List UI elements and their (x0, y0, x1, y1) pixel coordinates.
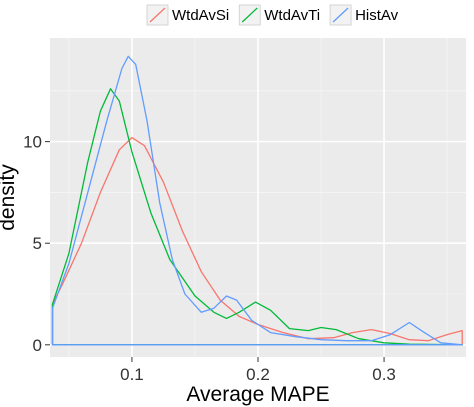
series-HistAv-curve (51, 55, 463, 346)
series-WtdAvTi-curve (51, 88, 463, 346)
legend-item-HistAv: HistAv (329, 4, 399, 26)
x-tick-label: 0.3 (372, 365, 396, 384)
y-tick-label: 0 (33, 336, 42, 355)
y-tick-label: 10 (23, 133, 42, 152)
major-gridlines (50, 38, 466, 357)
x-axis-title: Average MAPE (186, 383, 329, 406)
legend-key-line (332, 7, 349, 23)
legend-label: HistAv (355, 7, 399, 24)
legend: WtdAvSi WtdAvTi HistAv (146, 4, 399, 26)
y-axis-title: density (0, 164, 19, 231)
legend-key-line (149, 7, 166, 23)
legend-key-line (241, 7, 258, 23)
x-tick-label: 0.1 (120, 365, 144, 384)
legend-item-WtdAvSi: WtdAvSi (146, 4, 229, 26)
y-tick-label: 5 (33, 234, 42, 253)
x-tick-label: 0.2 (246, 365, 270, 384)
series-WtdAvSi-curve (51, 136, 463, 346)
density-curves (51, 55, 463, 346)
axes: 0.1 0.2 0.3 0 5 10 (23, 133, 396, 384)
legend-item-WtdAvTi: WtdAvTi (238, 4, 320, 26)
legend-label: WtdAvSi (172, 7, 229, 24)
legend-label: WtdAvTi (264, 7, 320, 24)
